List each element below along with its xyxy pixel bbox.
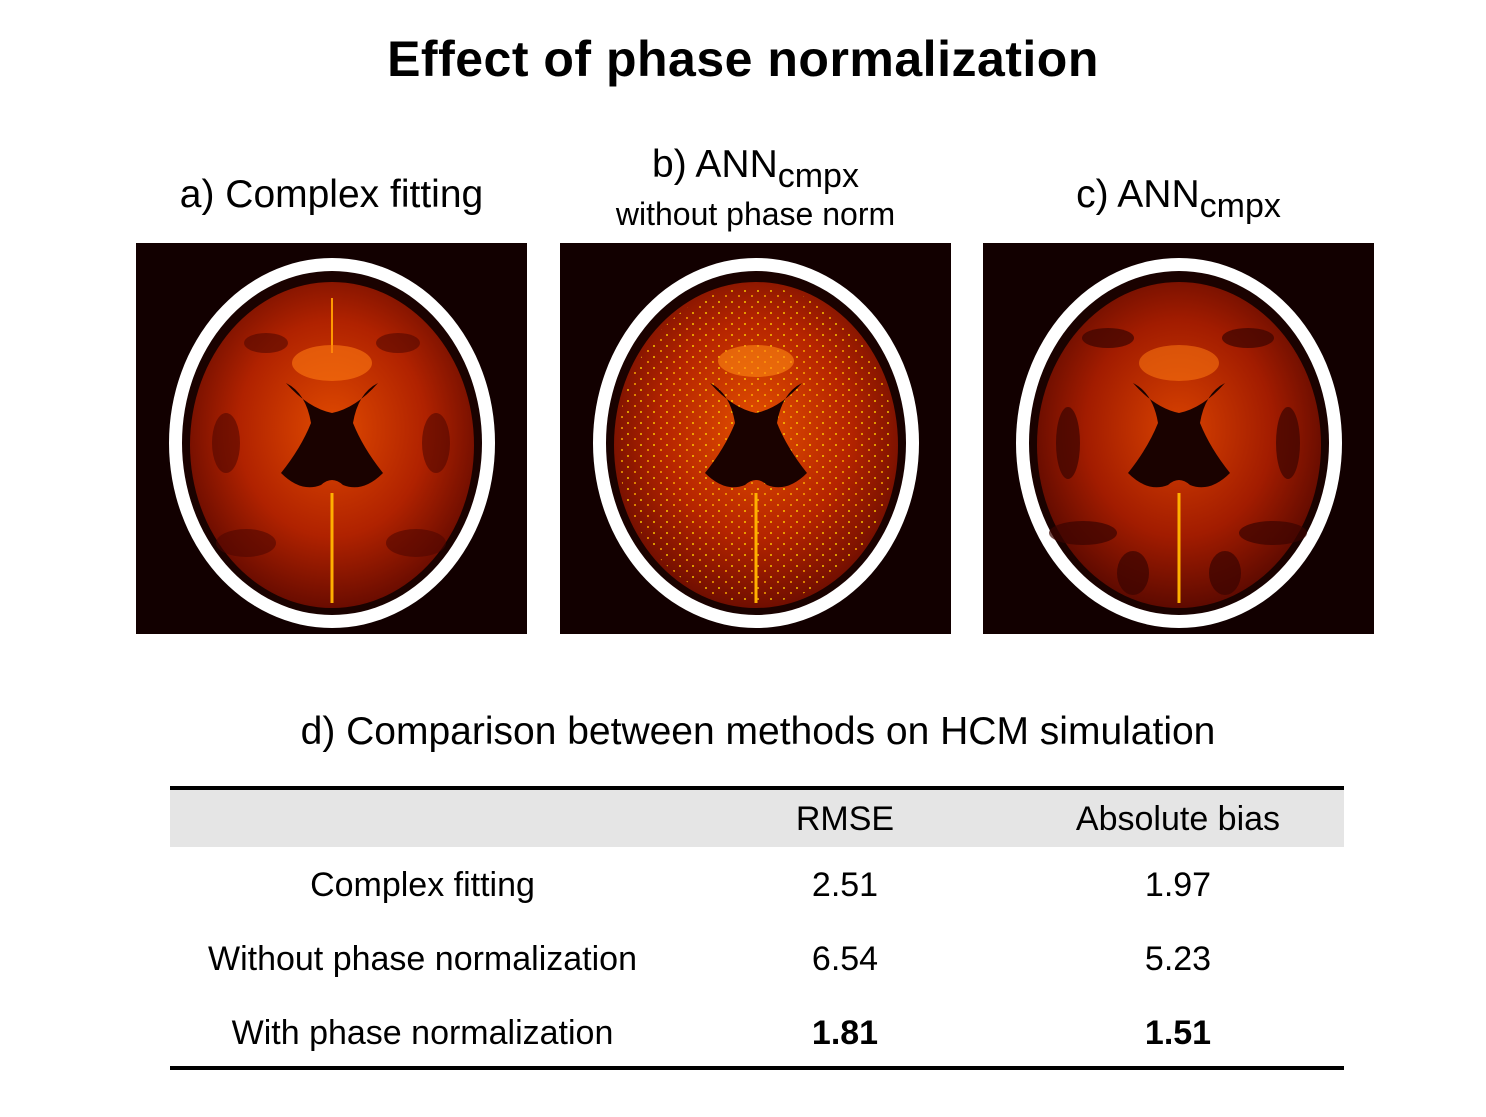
panel-a-label: a) Complex fitting (179, 173, 484, 216)
brain-image-without-phase-norm (560, 243, 951, 634)
row-2-bias: 5.23 (1144, 940, 1212, 978)
row-1-bias: 1.97 (1144, 866, 1212, 904)
table-title: d) Comparison between methods on HCM sim… (300, 710, 1216, 753)
header-absolute-bias: Absolute bias (1075, 800, 1281, 838)
brain-image-complex-fitting (136, 243, 527, 634)
row-3-rmse: 1.81 (811, 1014, 879, 1052)
row-1-method: Complex fitting (310, 866, 535, 904)
figure-title: Effect of phase normalization (387, 31, 1099, 87)
panel-b-label: b) ANNcmpx (652, 143, 859, 195)
row-3-method: With phase normalization (231, 1014, 614, 1052)
brain-image-ann-cmpx (983, 243, 1374, 634)
table-bottom-rule (170, 1066, 1344, 1070)
header-rmse: RMSE (795, 800, 895, 838)
row-3-bias: 1.51 (1144, 1014, 1212, 1052)
row-1-rmse: 2.51 (811, 866, 879, 904)
row-2-method: Without phase normalization (207, 940, 637, 978)
panel-c-label: c) ANNcmpx (1076, 173, 1281, 225)
table-top-rule (170, 786, 1344, 790)
table-header-row (170, 790, 1344, 847)
row-2-rmse: 6.54 (811, 940, 879, 978)
panel-b-subtitle: without phase norm (615, 196, 896, 232)
